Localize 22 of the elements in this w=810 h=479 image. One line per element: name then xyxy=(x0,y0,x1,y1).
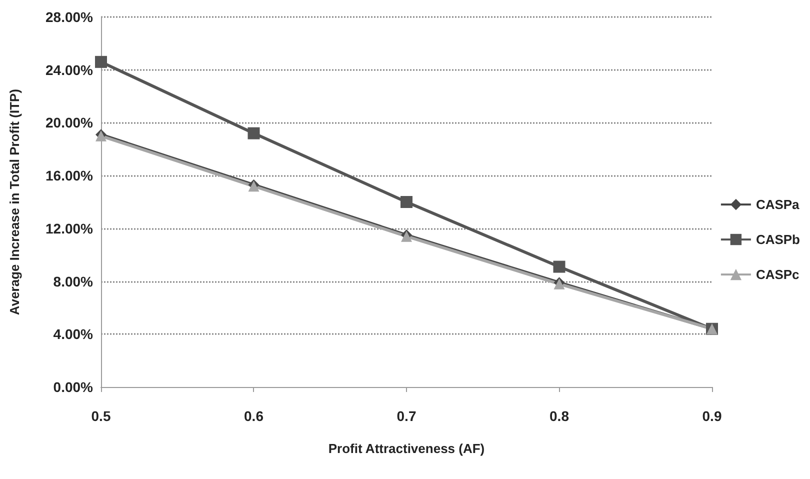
point xyxy=(95,56,107,68)
y-tick-label: 16.00% xyxy=(46,168,94,184)
legend-label: CASPb xyxy=(756,232,800,247)
y-tick-label: 8.00% xyxy=(53,273,94,290)
legend-label: CASPa xyxy=(756,197,800,212)
y-axis-title: Average Increase in Total Profit (ITP) xyxy=(7,88,22,316)
y-tick-label: 0.00% xyxy=(53,379,94,395)
legend-label: CASPc xyxy=(756,267,800,282)
point xyxy=(400,196,412,208)
x-tick-label: 0.9 xyxy=(702,408,722,424)
x-tick-label: 0.6 xyxy=(244,408,264,424)
y-tick-label: 20.00% xyxy=(46,114,94,131)
point xyxy=(553,260,566,273)
x-tick-label: 0.7 xyxy=(396,408,416,424)
y-tick-label: 28.00% xyxy=(46,9,94,25)
x-tick-label: 0.5 xyxy=(91,408,111,424)
x-tick-label: 0.8 xyxy=(550,408,570,424)
x-axis-title: Profit Attractiveness (AF) xyxy=(328,441,485,456)
y-tick-label: 24.00% xyxy=(46,62,94,78)
y-tick-label: 12.00% xyxy=(46,220,94,236)
y-tick-label: 4.00% xyxy=(53,326,94,342)
point xyxy=(248,127,260,140)
